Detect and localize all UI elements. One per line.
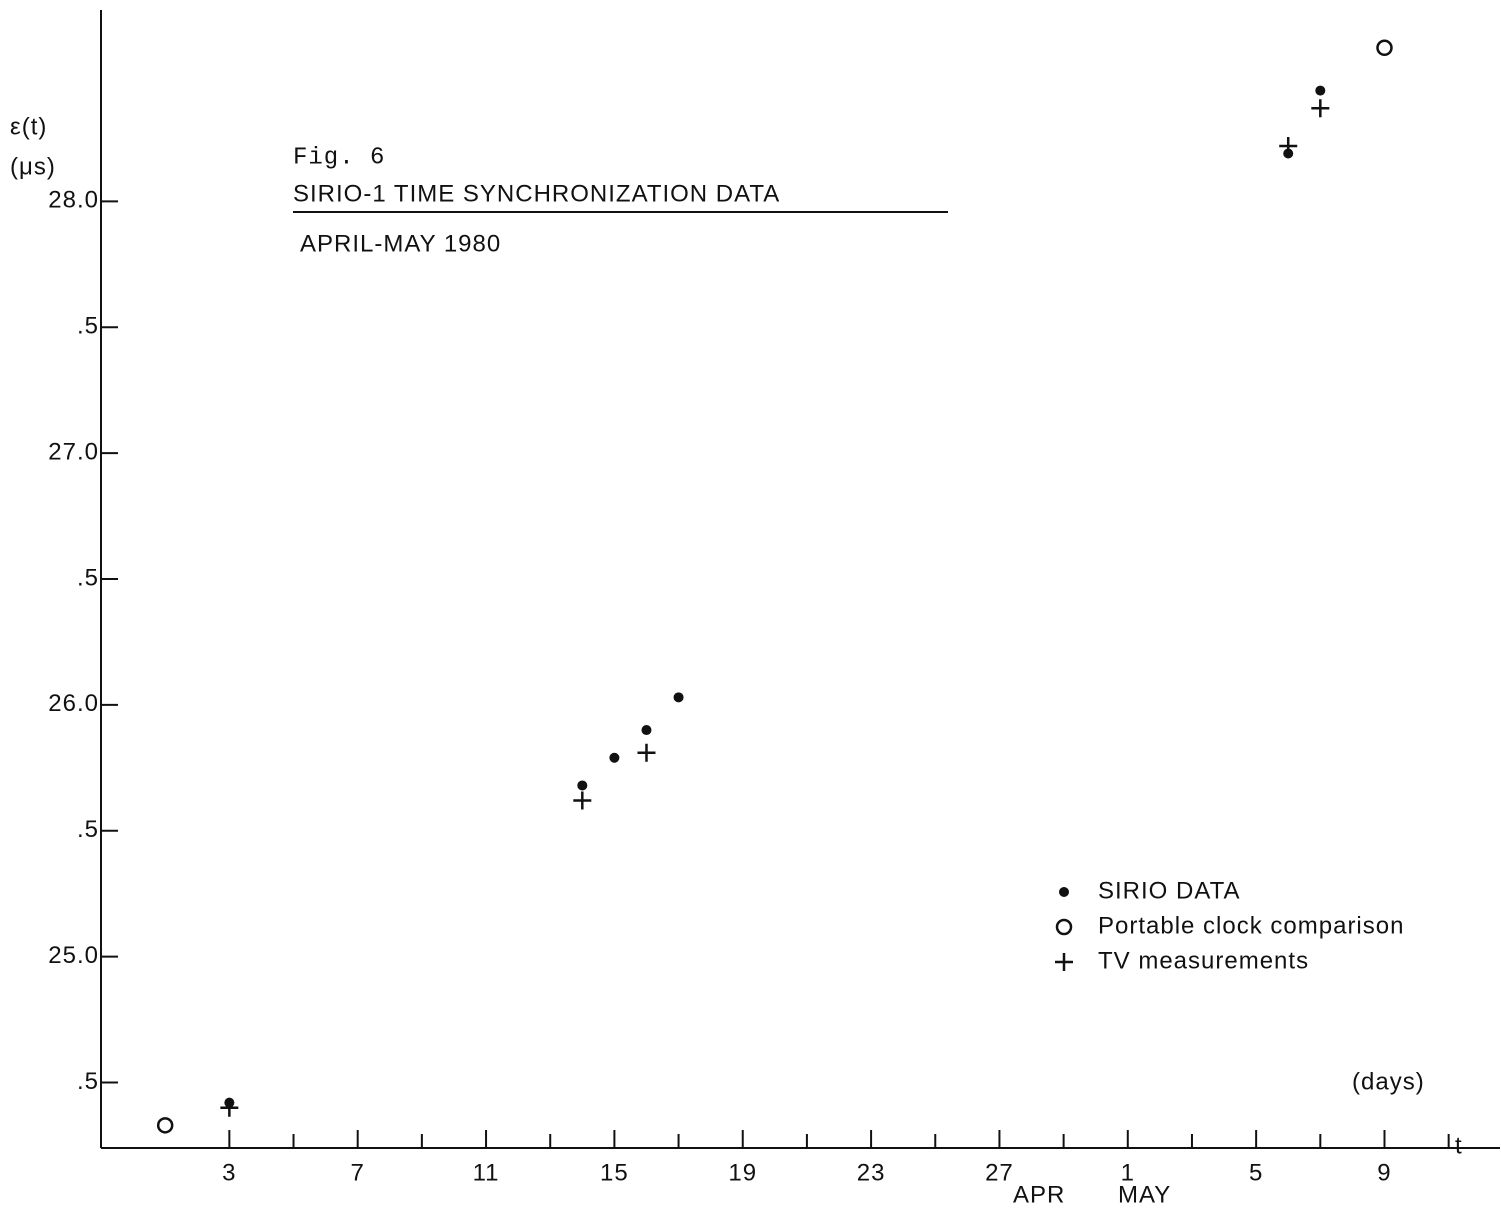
legend-label: SIRIO DATA — [1098, 877, 1240, 904]
chart-title: SIRIO-1 TIME SYNCHRONIZATION DATA — [293, 180, 780, 207]
x-label: (days) — [1352, 1068, 1425, 1095]
dot — [1059, 887, 1069, 897]
legend-label: Portable clock comparison — [1098, 912, 1404, 939]
circle-marker — [1055, 918, 1073, 936]
legend-label: TV measurements — [1098, 947, 1309, 974]
month-label: APR — [1013, 1181, 1065, 1208]
y-tick-label: .5 — [77, 816, 99, 843]
month-label: MAY — [1118, 1181, 1171, 1208]
x-tick-label: 27 — [985, 1159, 1014, 1186]
dot — [577, 780, 588, 791]
plus-marker — [1055, 953, 1073, 971]
y-label: (μs) — [10, 153, 56, 180]
x-tick-label: 7 — [351, 1159, 365, 1186]
dot — [641, 725, 652, 736]
x-tick-label: 23 — [857, 1159, 886, 1186]
y-tick-label: 25.0 — [48, 942, 99, 969]
x-tick-label: 15 — [600, 1159, 629, 1186]
plus-marker — [220, 1098, 239, 1117]
dot — [609, 752, 620, 763]
circle-marker — [1376, 39, 1393, 57]
y-tick-label: .5 — [77, 1068, 99, 1095]
circle-marker — [156, 1117, 174, 1134]
y-tick-label: 27.0 — [48, 438, 99, 465]
y-tick-label: 28.0 — [48, 187, 99, 214]
plus-marker — [573, 791, 592, 810]
x-tick-label: 1 — [1121, 1159, 1135, 1186]
figure-label: Fig. 6 — [293, 144, 385, 171]
dot — [1315, 85, 1326, 96]
y-tick-label: 26.0 — [48, 690, 99, 717]
plus-marker — [637, 743, 656, 762]
y-tick-label: .5 — [77, 564, 99, 591]
x-axis-symbol: t — [1455, 1132, 1463, 1159]
x-tick-label: 3 — [222, 1159, 236, 1186]
plus-marker — [1279, 136, 1298, 155]
x-tick-label: 9 — [1377, 1159, 1391, 1186]
x-tick-label: 19 — [728, 1159, 757, 1186]
dot — [673, 692, 684, 703]
y-tick-label: .5 — [77, 313, 99, 340]
x-tick-label: 11 — [473, 1159, 500, 1186]
chart-subtitle: APRIL-MAY 1980 — [300, 230, 501, 257]
y-label: ε(t) — [10, 113, 47, 140]
plus-marker — [1311, 99, 1330, 118]
x-tick-label: 5 — [1249, 1159, 1263, 1186]
